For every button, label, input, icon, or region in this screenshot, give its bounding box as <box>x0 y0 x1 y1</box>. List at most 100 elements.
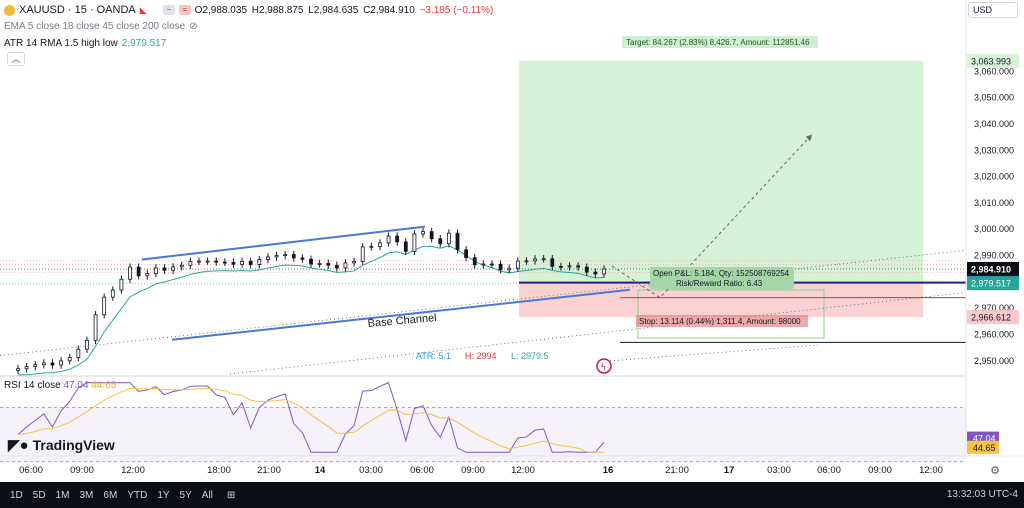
y-tick-label: 2,990.000 <box>974 251 1014 261</box>
candle-body <box>429 231 434 240</box>
candle-body <box>300 257 305 260</box>
x-tick-label: 17 <box>724 465 735 476</box>
tradingview-logo-icon: ◤● <box>8 437 29 454</box>
x-tick-label: 12:00 <box>919 465 943 476</box>
eye-hidden-icon[interactable]: ⊘ <box>189 21 198 32</box>
candle-body <box>559 265 563 268</box>
candle-body <box>507 267 512 271</box>
candle-body <box>593 271 598 275</box>
candle-body <box>498 263 503 271</box>
y-tick-label: 3,040.000 <box>974 119 1014 129</box>
stop-label: Stop: 13.114 (0.44%) 1,311.4, Amount: 98… <box>639 317 801 326</box>
tf-5y[interactable]: 5Y <box>179 489 192 501</box>
currency-selector[interactable]: USD <box>968 2 1018 18</box>
rsi-panel: 80.0060.00 <box>0 375 1024 463</box>
x-tick-label: 21:00 <box>665 465 689 476</box>
trend-dotted-line-bottom <box>609 344 819 362</box>
axis-settings-icon: ⚙ <box>990 465 1000 477</box>
x-tick-label: 09:00 <box>70 465 94 476</box>
tradingview-logo[interactable]: ◤● TradingView <box>8 437 115 454</box>
y-tick-label: 3,020.000 <box>974 172 1014 182</box>
candle-body <box>153 267 158 274</box>
price-tag-label: 2,984.910 <box>971 264 1011 274</box>
candle-body <box>602 268 606 275</box>
minus-button[interactable]: − <box>162 5 175 15</box>
candle-body <box>360 246 365 262</box>
candle-body <box>102 296 107 316</box>
candle-body <box>438 238 443 245</box>
tf-all[interactable]: All <box>201 489 213 501</box>
x-tick-label: 06:00 <box>817 465 841 476</box>
tf-1d[interactable]: 1D <box>10 489 23 501</box>
channel-lower-line <box>171 288 631 341</box>
y-tick-label: 3,050.000 <box>974 93 1014 103</box>
candle-body <box>205 260 210 263</box>
tf-ytd[interactable]: YTD <box>127 489 148 501</box>
candle-body <box>524 260 529 263</box>
y-tick-label: 2,970.000 <box>974 303 1014 313</box>
candle-body <box>93 314 98 341</box>
x-tick-label: 09:00 <box>461 465 485 476</box>
time-axis: 06:00 09:00 12:00 18:00 21:00 14 03:00 06:00 09:… <box>0 455 1024 477</box>
candle-body <box>541 258 546 261</box>
candle-body <box>352 260 356 264</box>
candle-body <box>455 232 460 251</box>
candle-body <box>550 258 555 267</box>
candles <box>16 227 606 374</box>
candle-body <box>283 254 288 256</box>
candle-body <box>421 231 425 235</box>
open-position-box <box>637 289 825 339</box>
tf-6m[interactable]: 6M <box>103 489 118 501</box>
candle-body <box>231 262 236 265</box>
ohlc-values: O2,988.035 H2,988.875 L2,984.635 C2,984.… <box>194 4 494 16</box>
candle-body <box>326 263 331 266</box>
ema-legend[interactable]: EMA 5 close 18 close 45 close 200 close … <box>4 21 198 32</box>
sell-button[interactable]: = <box>178 5 191 15</box>
rsi-tag-label: 44.65 <box>973 443 996 453</box>
gold-icon <box>4 4 15 16</box>
y-tick-label: 3,030.000 <box>974 145 1014 155</box>
candle-body <box>33 364 38 368</box>
candle-body <box>240 260 244 265</box>
x-tick-label: 21:00 <box>257 465 281 476</box>
candle-body <box>59 360 63 366</box>
collapse-legend-button[interactable]: ︿ <box>7 52 25 66</box>
atr-stat: ATR: 5.1 <box>416 351 451 361</box>
candle-body <box>248 260 253 265</box>
tf-3m[interactable]: 3M <box>79 489 94 501</box>
position-zones <box>519 60 923 339</box>
candle-body <box>136 266 141 277</box>
projection-arrowhead <box>806 134 812 142</box>
price-tag <box>967 276 1019 291</box>
rr-label: Risk/Reward Ratio: 6.43 <box>676 279 763 288</box>
atr-legend-value: 2,979.517 <box>121 38 167 49</box>
lightning-icon <box>596 358 612 374</box>
rsi-legend[interactable]: RSI 14 close 47.04 44.65 <box>4 380 117 391</box>
rsi-ma-line <box>17 387 604 453</box>
price-axis-bg <box>966 0 1024 482</box>
atr-legend[interactable]: ATR 14 RMA 1.5 high low 2,979.517 <box>4 38 167 49</box>
tf-5d[interactable]: 5D <box>32 489 46 501</box>
candle-body <box>472 257 477 266</box>
candle-body <box>128 266 132 280</box>
candle-body <box>171 266 176 271</box>
candle-body <box>584 266 589 273</box>
candle-body <box>464 249 469 259</box>
high-stat: H: 2994 <box>465 351 497 361</box>
y-tick-label: 3,060.000 <box>974 66 1014 76</box>
rsi-tag-label: 47.04 <box>973 434 996 444</box>
y-tick-label: 3,000.000 <box>974 224 1014 234</box>
date-range-icon[interactable]: ⊞ <box>226 489 236 501</box>
x-tick-label: 18:00 <box>207 465 231 476</box>
y-tick-label: 2,960.000 <box>974 330 1014 340</box>
x-tick-label: 06:00 <box>19 465 43 476</box>
rsi-band <box>0 407 966 462</box>
candle-body <box>490 263 494 266</box>
tf-1y[interactable]: 1Y <box>157 489 170 501</box>
target-label: Target: 84.267 (2.83%) 8,426.7, Amount: … <box>626 38 810 47</box>
candle-body <box>50 362 55 366</box>
symbol-title[interactable]: XAUUSD · 15 · OANDA <box>19 4 136 16</box>
tf-1m[interactable]: 1M <box>55 489 70 501</box>
price-tags: 3,063.9932,984.9102,979.7262,979.5172,96… <box>967 53 1019 454</box>
